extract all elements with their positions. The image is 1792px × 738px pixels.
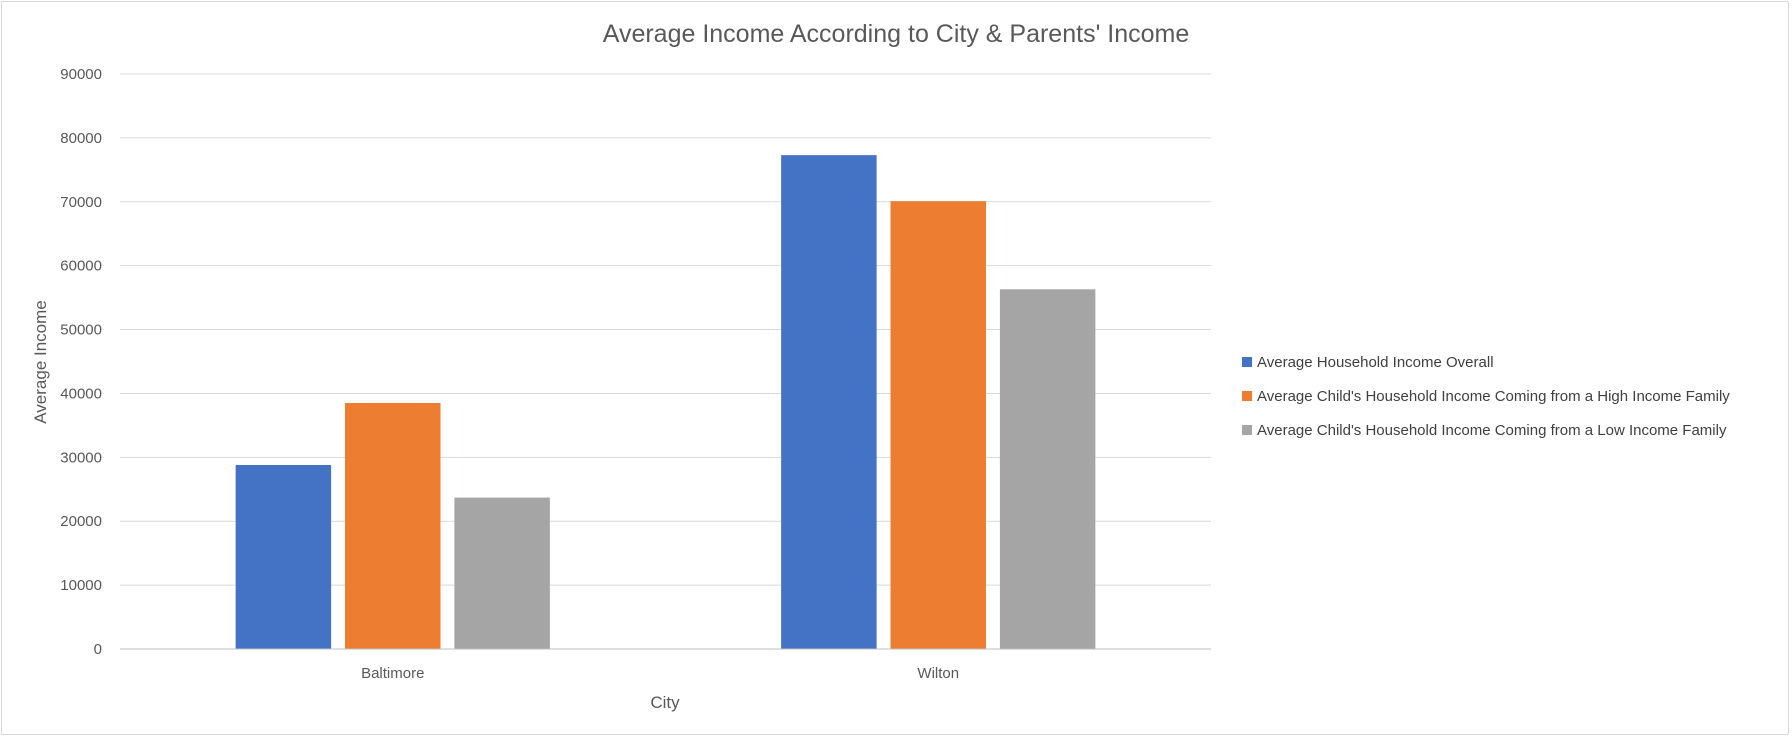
bar-wilton-series-1 bbox=[781, 155, 877, 649]
y-tick-label: 80000 bbox=[60, 130, 102, 147]
legend-swatch bbox=[1242, 425, 1252, 435]
bar-wilton-series-2 bbox=[890, 201, 986, 649]
y-tick-label: 90000 bbox=[60, 66, 102, 83]
y-tick-label: 30000 bbox=[60, 449, 102, 466]
y-tick-label: 60000 bbox=[60, 258, 102, 275]
bar-baltimore-series-2 bbox=[345, 403, 441, 649]
legend-label: Average Child's Household Income Coming … bbox=[1257, 422, 1727, 439]
x-tick-label: Wilton bbox=[917, 665, 959, 682]
x-tick-label: Baltimore bbox=[361, 665, 424, 682]
y-tick-label: 50000 bbox=[60, 322, 102, 339]
legend-label: Average Household Income Overall bbox=[1257, 354, 1494, 371]
legend-swatch bbox=[1242, 391, 1252, 401]
y-axis-ticks: 0 10000 20000 30000 40000 50000 60000 70000 8000… bbox=[60, 66, 102, 658]
bar-baltimore-series-1 bbox=[235, 465, 332, 649]
bar-baltimore-series-3 bbox=[454, 497, 550, 649]
legend-swatch bbox=[1242, 357, 1252, 367]
y-axis-title: Average Income bbox=[31, 300, 50, 423]
y-tick-label: 70000 bbox=[60, 194, 102, 211]
x-axis-title: City bbox=[650, 693, 680, 712]
bar-wilton-series-3 bbox=[999, 289, 1096, 649]
x-axis-ticks: Baltimore Wilton bbox=[120, 648, 1211, 682]
y-tick-label: 0 bbox=[94, 641, 102, 658]
bars bbox=[235, 155, 1096, 649]
legend: Average Household Income Overall Average … bbox=[1242, 354, 1730, 439]
y-tick-label: 40000 bbox=[60, 385, 102, 402]
y-tick-label: 10000 bbox=[60, 577, 102, 594]
chart-title: Average Income According to City & Paren… bbox=[603, 20, 1190, 48]
y-tick-label: 20000 bbox=[60, 513, 102, 530]
legend-label: Average Child's Household Income Coming … bbox=[1257, 388, 1730, 405]
